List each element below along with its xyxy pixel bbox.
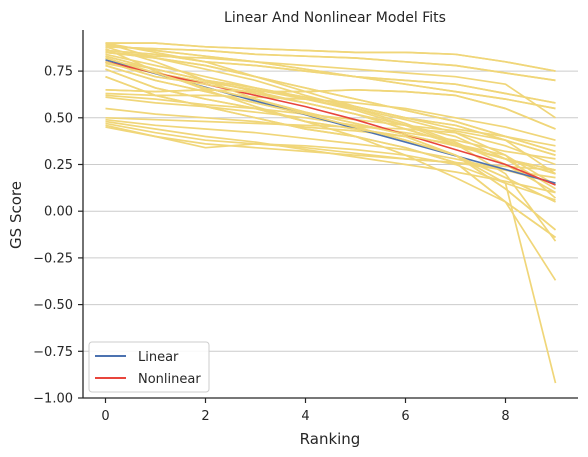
x-axis-label: Ranking [300,430,361,448]
y-ticks: −1.00 −0.75 −0.50 −0.25 0.00 0.25 0.50 0.75 [33,65,83,407]
sample-line-overlay [105,60,556,175]
sample-line-overlay [105,55,556,157]
x-tick-label: 2 [201,409,209,424]
sample-line-overlay [105,44,556,110]
x-ticks: 0 2 4 6 8 [101,398,510,424]
x-tick-label: 8 [501,409,509,424]
y-tick-label: 0.75 [44,65,73,80]
y-tick-label: −0.75 [33,345,73,360]
sample-line-overlay [105,42,556,72]
legend-linear-label: Linear [138,350,179,365]
sample-line-overlay [105,88,556,130]
y-tick-label: −0.50 [33,298,73,313]
sample-line [105,92,556,142]
legend: Linear Nonlinear [88,341,210,393]
x-tick-label: 0 [101,409,109,424]
x-tick-label: 4 [301,409,309,424]
sample-line-overlay [105,49,556,104]
x-tick-label: 6 [401,409,409,424]
sample-line [105,122,556,171]
legend-frame [88,341,210,393]
nonlinear-fit-line [105,61,556,186]
sample-line [105,53,557,242]
legend-nonlinear-label: Nonlinear [138,372,201,387]
y-tick-label: 0.50 [44,111,73,126]
sample-line [105,116,556,166]
y-tick-label: −1.00 [33,392,73,407]
chart-title: Linear And Nonlinear Model Fits [224,10,446,26]
sample-line [105,94,556,175]
sample-line [105,107,557,199]
sample-line-overlay [105,51,556,153]
sample-line [105,62,556,186]
y-axis-label: GS Score [7,181,25,249]
y-tick-label: −0.25 [33,251,73,266]
sample-line-overlay [105,75,556,239]
y-tick-label: 0.00 [44,205,73,220]
sample-line [105,126,556,201]
y-tick-label: 0.25 [44,158,73,173]
sample-line-overlay [105,45,556,82]
axes [82,30,578,399]
fit-lines [105,42,557,239]
sample-line-overlay [105,68,557,231]
sample-line-overlay [105,64,556,203]
